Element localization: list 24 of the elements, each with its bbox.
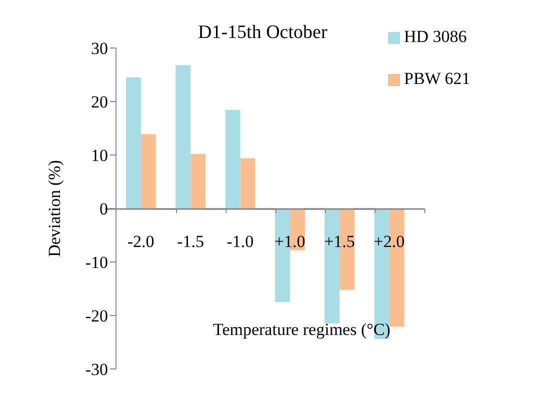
y-tick-label: -10 xyxy=(85,253,108,272)
bar xyxy=(225,110,240,208)
x-tick-label: +1.5 xyxy=(324,232,355,251)
y-axis-title: Deviation (%) xyxy=(45,160,64,257)
bar xyxy=(176,65,191,208)
x-axis-title: Temperature regimes (°C) xyxy=(213,320,390,340)
y-tick-label: 10 xyxy=(91,146,108,166)
bar xyxy=(140,134,156,208)
bar xyxy=(240,158,256,208)
x-tick-label: -1.0 xyxy=(226,232,254,251)
legend-label: PBW 621 xyxy=(404,69,470,88)
bar xyxy=(190,154,206,208)
chart-title: D1-15th October xyxy=(198,22,328,44)
y-tick-label: 30 xyxy=(91,39,108,58)
y-tick-label: -20 xyxy=(85,306,108,326)
x-tick-label: +2.0 xyxy=(374,232,405,251)
y-tick-label: 0 xyxy=(100,200,108,219)
x-tick-label: -2.0 xyxy=(127,232,154,251)
bar xyxy=(126,77,141,208)
y-tick-label: 20 xyxy=(91,92,108,112)
x-tick-label: -1.5 xyxy=(177,232,204,251)
x-tick-label: +1.0 xyxy=(274,232,306,251)
legend-label: HD 3086 xyxy=(404,27,467,46)
y-tick-label: -30 xyxy=(85,360,108,380)
